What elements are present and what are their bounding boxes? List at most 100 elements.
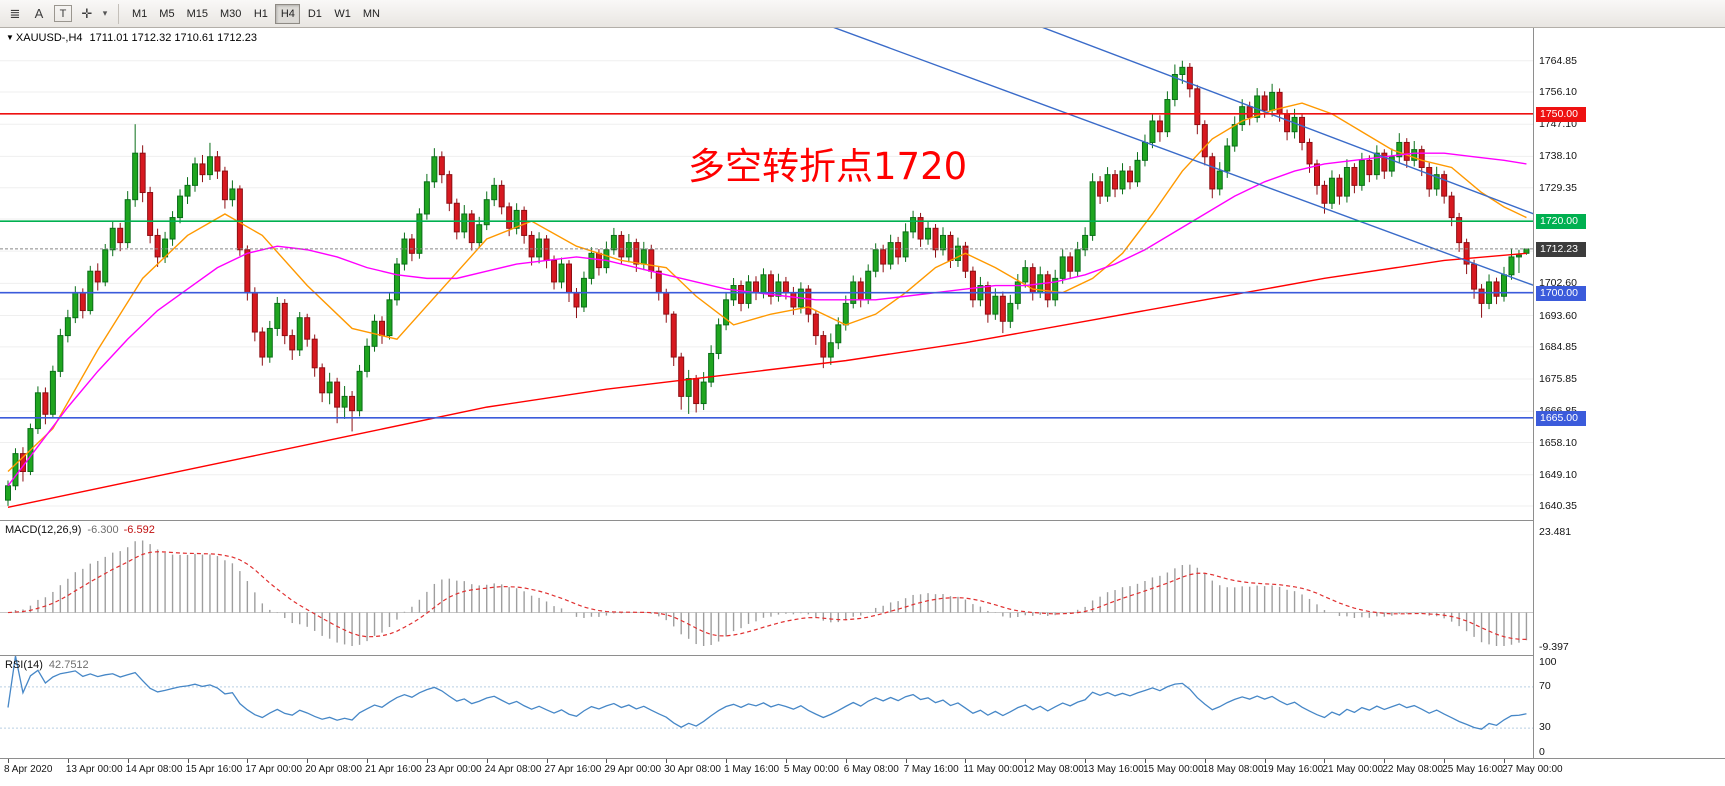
cursor-a-icon[interactable]: A (34, 6, 44, 21)
price-axis-label: 1684.85 (1539, 340, 1577, 353)
time-axis[interactable]: 8 Apr 2020 13 Apr 00:00 14 Apr 08:00 15 Apr… (0, 758, 1725, 786)
price-chart-panel[interactable] (0, 28, 1533, 518)
time-tick (8, 759, 9, 763)
draw-tool-icon[interactable]: ✛ (81, 5, 93, 21)
downtrend-line-steep (833, 28, 1533, 286)
time-tick (606, 759, 608, 763)
price-gridlines (0, 60, 1533, 507)
timeframe-button-H4[interactable]: H4 (275, 3, 301, 24)
timeframe-button-M5[interactable]: M5 (159, 7, 175, 20)
slow-ma (7, 252, 1527, 508)
time-axis-label: 29 Apr 00:00 (604, 764, 662, 775)
timeframe-button-MN[interactable]: MN (362, 7, 380, 20)
time-axis-label: 1 May 16:00 (724, 764, 780, 775)
time-tick (905, 759, 907, 763)
rsi-axis-label: 70 (1539, 679, 1551, 692)
time-tick (187, 759, 189, 763)
time-tick (1324, 759, 1326, 763)
time-axis-label: 13 May 16:00 (1083, 764, 1144, 775)
time-axis-label: 25 May 16:00 (1442, 764, 1503, 775)
level-badge-1750.00[interactable]: 1750.00 (1536, 106, 1586, 122)
toolbar: ≣ A T ✛ ▾ M1 M5 M15 M30 H1 H4 D1 W1 MN (0, 0, 1725, 28)
time-tick (726, 759, 728, 763)
medium-ma (7, 152, 1527, 487)
time-tick (1384, 759, 1386, 763)
rsi-line (7, 656, 1527, 730)
time-axis-label: 21 May 00:00 (1322, 764, 1384, 775)
timeframe-button-M30[interactable]: M30 (219, 7, 242, 20)
text-tool-icon[interactable]: T (54, 5, 72, 22)
price-axis-label: 1764.85 (1539, 54, 1577, 67)
time-axis-label: 23 Apr 00:00 (424, 764, 482, 775)
macd-axis-label: -9.397 (1539, 641, 1569, 653)
time-tick (1085, 759, 1087, 763)
time-tick (1025, 759, 1027, 763)
timeframe-button-D1[interactable]: D1 (307, 7, 322, 20)
time-axis-label: 20 Apr 08:00 (305, 764, 362, 775)
time-tick (845, 759, 847, 763)
time-tick (1144, 759, 1146, 763)
price-axis-label: 1738.10 (1539, 150, 1577, 163)
time-axis-label: 27 Apr 16:00 (544, 764, 602, 775)
time-tick (1204, 759, 1206, 763)
time-axis-label: 27 May 00:00 (1502, 764, 1563, 775)
level-badge-1720.00[interactable]: 1720.00 (1536, 214, 1586, 230)
time-tick (785, 759, 787, 763)
macd-panel[interactable] (0, 520, 1533, 653)
time-tick (367, 759, 369, 763)
macd-axis-label: 23.481 (1539, 526, 1572, 538)
rsi-axis-label: 100 (1539, 656, 1557, 668)
indicators-icon[interactable]: ≣ (9, 5, 21, 21)
price-axis-label: 1693.60 (1539, 309, 1577, 322)
time-axis-label: 8 Apr 2020 (4, 764, 53, 775)
time-axis-label: 15 May 00:00 (1142, 764, 1204, 775)
time-tick (127, 759, 129, 763)
time-axis-label: 17 Apr 00:00 (245, 764, 303, 775)
rsi-axis-label: 0 (1539, 746, 1545, 758)
time-axis-label: 6 May 08:00 (843, 764, 899, 775)
time-axis-label: 7 May 16:00 (903, 764, 959, 775)
price-axis-label: 1658.10 (1539, 436, 1577, 449)
level-badge-1700.00[interactable]: 1700.00 (1536, 285, 1586, 301)
price-axis[interactable]: 1764.851756.101747.101738.101729.351720.… (1533, 28, 1725, 758)
bid-price-badge[interactable]: 1712.23 (1536, 241, 1586, 257)
macd-indicator-label: MACD(12,26,9) -6.300 -6.592 (5, 524, 155, 536)
timeframe-button-M15[interactable]: M15 (186, 7, 208, 20)
time-tick (307, 759, 309, 763)
price-axis-label: 1756.10 (1539, 86, 1577, 99)
time-axis-label: 5 May 00:00 (783, 764, 839, 775)
price-axis-label: 1675.85 (1539, 373, 1577, 386)
time-tick (1264, 759, 1266, 763)
time-axis-label: 13 Apr 00:00 (65, 764, 123, 775)
timeframe-button-W1[interactable]: W1 (334, 7, 351, 20)
symbol-period-label: XAUUSD-,H4 (15, 32, 83, 44)
time-axis-label: 15 Apr 16:00 (185, 764, 243, 775)
time-axis-label: 18 May 08:00 (1202, 764, 1264, 775)
time-axis-label: 24 Apr 08:00 (484, 764, 542, 775)
dropdown-caret-icon[interactable]: ▾ (102, 8, 108, 18)
time-tick (247, 759, 249, 763)
rsi-panel[interactable] (0, 655, 1533, 758)
price-axis-label: 1640.35 (1539, 500, 1577, 513)
chart-title: ▼ XAUUSD-,H4 1711.01 1712.32 1710.61 1712.… (6, 32, 257, 44)
time-tick (546, 759, 548, 763)
chart-text-annotation[interactable]: 多空转折点1720 (688, 145, 968, 188)
time-axis-label: 19 May 16:00 (1262, 764, 1324, 775)
macd-histogram (14, 540, 1528, 646)
level-badge-1665.00[interactable]: 1665.00 (1536, 410, 1586, 426)
symbol-marker-icon: ▼ (6, 33, 14, 42)
price-axis-label: 1649.10 (1539, 468, 1577, 481)
time-tick (426, 759, 428, 763)
timeframe-button-M1[interactable]: M1 (132, 7, 148, 20)
time-tick (965, 759, 967, 763)
toolbar-separator (118, 3, 119, 24)
timeframe-button-H1[interactable]: H1 (253, 7, 268, 20)
time-axis-label: 22 May 08:00 (1382, 764, 1443, 775)
time-axis-label: 11 May 00:00 (963, 764, 1024, 775)
time-tick (666, 759, 668, 763)
time-tick (1444, 759, 1446, 763)
time-tick (67, 759, 69, 763)
time-axis-label: 14 Apr 08:00 (125, 764, 183, 775)
price-axis-label: 1729.35 (1539, 181, 1577, 194)
